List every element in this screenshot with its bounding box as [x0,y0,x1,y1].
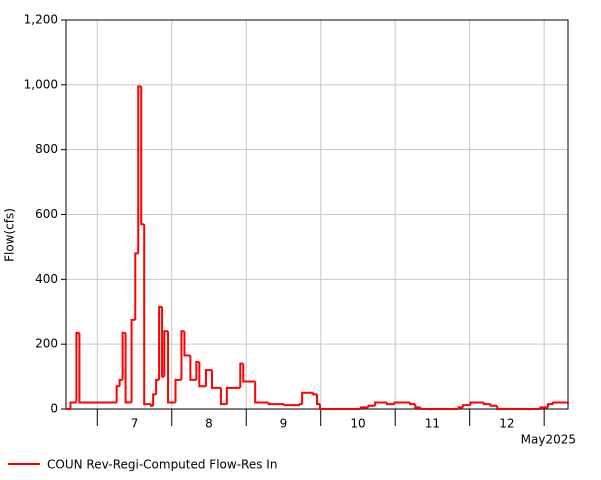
step-segment [124,332,132,404]
step-segment [267,402,285,406]
step-segment [419,407,459,410]
step-segment [301,391,314,405]
step-segment [316,394,320,406]
y-tick-label: 600 [35,207,58,221]
y-tick-label: 1,200 [24,13,58,27]
step-segment [225,386,241,405]
step-segment [115,385,120,403]
x-tick-label: 10 [350,417,365,431]
step-segment [461,404,471,408]
step-segment [143,224,151,406]
step-segment [205,369,212,387]
step-segment [283,404,300,407]
legend-label: COUN Rev-Regi-Computed Flow-Res In [47,458,277,472]
step-segment [469,401,484,406]
step-segment [298,403,303,406]
step-segment [386,402,395,406]
plot-frame [65,19,569,410]
step-segment [210,370,221,389]
step-segment [183,331,191,357]
step-segment [134,252,139,320]
step-segment [189,355,197,381]
step-segment [155,378,160,395]
step-segment [69,401,77,409]
step-segment [167,331,176,404]
step-segment [254,381,269,404]
step-segment [552,401,566,405]
step-segment [318,404,361,410]
step-segment [409,402,416,406]
x-axis-label: May2025 [521,433,576,447]
step-segment [374,401,388,406]
step-segment [198,361,207,388]
step-segment [489,404,498,407]
step-segment [359,406,369,409]
step-segment [140,86,145,226]
step-segment [482,402,491,406]
step-segment [219,387,227,406]
x-tick-label: 8 [205,417,213,431]
step-segment [414,404,421,409]
step-segment [130,318,136,403]
step-segment [174,378,182,403]
step-segment [367,404,376,408]
x-tick-label: 11 [425,417,440,431]
step-segment [118,378,123,387]
step-segment [163,330,169,377]
x-tick-label: 9 [280,417,288,431]
y-tick-label: 200 [35,337,58,351]
y-tick-label: 400 [35,272,58,286]
step-segment [393,401,411,405]
step-segment [457,406,463,409]
x-tick-label: 7 [131,417,139,431]
step-segment [312,392,317,396]
y-tick-label: 0 [50,402,58,416]
step-segment [496,405,541,410]
y-axis-label: Flow(cfs) [3,208,17,262]
x-tick-label: 12 [499,417,514,431]
step-segment [242,363,256,383]
step-segment [546,403,554,408]
step-segment [539,406,548,409]
y-tick-label: 1,000 [24,77,58,91]
step-segment [78,332,117,404]
y-tick-label: 800 [35,142,58,156]
step-segment [152,393,157,406]
